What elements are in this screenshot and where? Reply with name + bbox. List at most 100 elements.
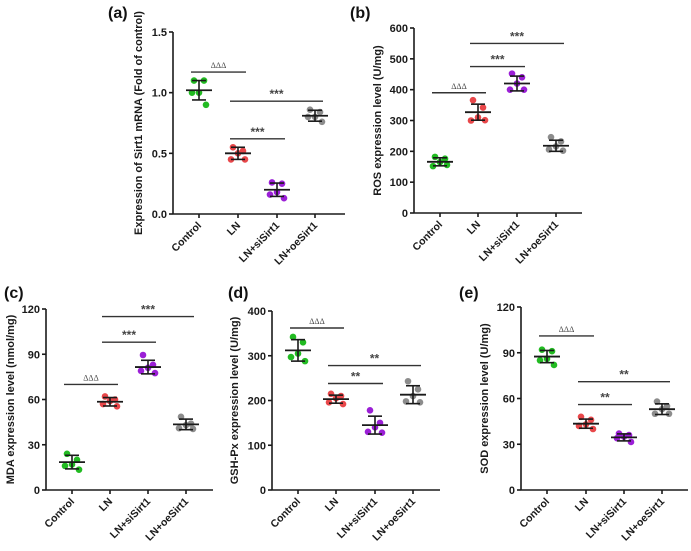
data-point — [339, 400, 347, 408]
significance-label: *** — [269, 87, 283, 101]
significance-label: ΔΔΔ — [559, 325, 574, 334]
y-tick-label: 0 — [34, 485, 40, 497]
data-point — [287, 353, 295, 361]
data-point — [518, 74, 526, 81]
y-tick-label: 200 — [248, 396, 266, 408]
data-point — [61, 462, 69, 470]
y-tick-label: 400 — [390, 85, 408, 97]
data-point — [520, 86, 528, 93]
significance-label: *** — [250, 125, 264, 139]
chart-panel-a: (a) 0.0 0.5 1.0 1.5 Expression of Sirt1 mRNA … — [108, 5, 345, 268]
y-tick-label: 1.0 — [152, 88, 167, 100]
series-group — [173, 413, 199, 433]
data-point — [175, 424, 183, 432]
significance-label: *** — [122, 328, 136, 342]
series-group — [302, 106, 328, 126]
data-point — [557, 138, 565, 145]
series-group — [285, 333, 311, 365]
x-category-label: Control — [169, 220, 204, 255]
data-point — [299, 339, 307, 346]
panel-label: (e) — [459, 285, 479, 302]
series-group — [573, 413, 599, 433]
y-tick-label: 400 — [248, 306, 266, 318]
x-category-label: LN — [97, 496, 115, 514]
x-category-label: LN — [323, 496, 341, 514]
significance-label: ΔΔΔ — [451, 82, 466, 91]
series-group — [534, 346, 560, 369]
x-category-label: LN — [225, 220, 243, 238]
data-point — [137, 367, 145, 375]
x-category-label: LN — [465, 219, 483, 237]
series-group — [323, 390, 349, 408]
panel-label: (d) — [228, 285, 248, 302]
data-point — [304, 113, 312, 121]
y-tick-label: 120 — [497, 302, 515, 314]
chart-panel-e: (e) 0 30 60 90 120 SOD expression level (U/mg)… — [459, 285, 688, 544]
y-tick-label: 0.5 — [152, 148, 167, 160]
series-group — [264, 179, 290, 202]
significance-label: ΔΔΔ — [211, 61, 226, 70]
y-tick-label: 0.0 — [152, 209, 167, 221]
y-tick-label: 300 — [390, 116, 408, 128]
y-tick-label: 120 — [22, 304, 40, 316]
data-point — [289, 333, 297, 341]
series-group — [465, 96, 491, 124]
y-tick-label: 60 — [503, 394, 515, 406]
x-category-label: LN — [573, 496, 591, 514]
significance-label: ΔΔΔ — [309, 317, 324, 326]
significance-label: ** — [600, 391, 610, 405]
panel-label: (c) — [4, 285, 24, 302]
y-tick-label: 30 — [503, 439, 515, 451]
y-tick-label: 90 — [503, 348, 515, 360]
data-point — [366, 407, 374, 414]
series-group — [225, 143, 251, 163]
series-group — [611, 430, 637, 446]
data-point — [469, 96, 477, 104]
panel-label: (b) — [350, 5, 370, 22]
series-group — [135, 351, 161, 377]
y-axis-label: SOD expression level (U/mg) — [479, 323, 491, 474]
y-axis-label: GSH-Px expression level (U/mg) — [229, 316, 241, 484]
x-category-label: Control — [268, 496, 303, 531]
data-point — [431, 153, 439, 161]
chart-panel-c: (c) 0 30 60 90 120 MDA expression level (nmol/… — [4, 285, 213, 544]
y-axis-label: MDA expression level (nmol/mg) — [5, 314, 17, 484]
significance-label: *** — [490, 53, 504, 67]
y-tick-label: 500 — [390, 54, 408, 66]
series-group — [362, 407, 388, 437]
series-group — [97, 393, 123, 410]
data-point — [63, 450, 71, 458]
data-point — [327, 390, 335, 398]
significance-label: *** — [141, 303, 155, 317]
y-tick-label: 30 — [28, 440, 40, 452]
data-point — [479, 104, 487, 111]
chart-panel-d: (d) 0 100 200 300 400 GSH-Px expression level … — [228, 285, 440, 544]
data-point — [547, 133, 555, 141]
chart-panel-b: (b) 0 100 200 300 400 500 600 ROS expression lev… — [350, 5, 582, 267]
data-point — [627, 438, 635, 446]
significance-label: ** — [370, 352, 380, 366]
y-tick-label: 100 — [390, 177, 408, 189]
significance-label: ** — [619, 368, 629, 382]
y-tick-label: 60 — [28, 395, 40, 407]
series-group — [400, 377, 426, 406]
panel-label: (a) — [108, 5, 128, 22]
data-point — [414, 386, 422, 393]
series-group — [59, 450, 85, 473]
series-group — [186, 77, 212, 109]
data-point — [101, 393, 109, 400]
y-tick-label: 200 — [390, 146, 408, 158]
y-tick-label: 600 — [390, 23, 408, 35]
significance-label: *** — [510, 29, 524, 43]
y-tick-label: 1.5 — [152, 27, 167, 39]
data-point — [508, 70, 516, 77]
series-group — [504, 70, 530, 93]
y-tick-label: 0 — [402, 208, 408, 220]
data-point — [416, 398, 424, 406]
y-tick-label: 0 — [260, 485, 266, 497]
series-group — [649, 398, 675, 418]
x-category-label: Control — [42, 496, 77, 531]
data-point — [139, 351, 147, 359]
significance-label: ** — [351, 369, 361, 383]
